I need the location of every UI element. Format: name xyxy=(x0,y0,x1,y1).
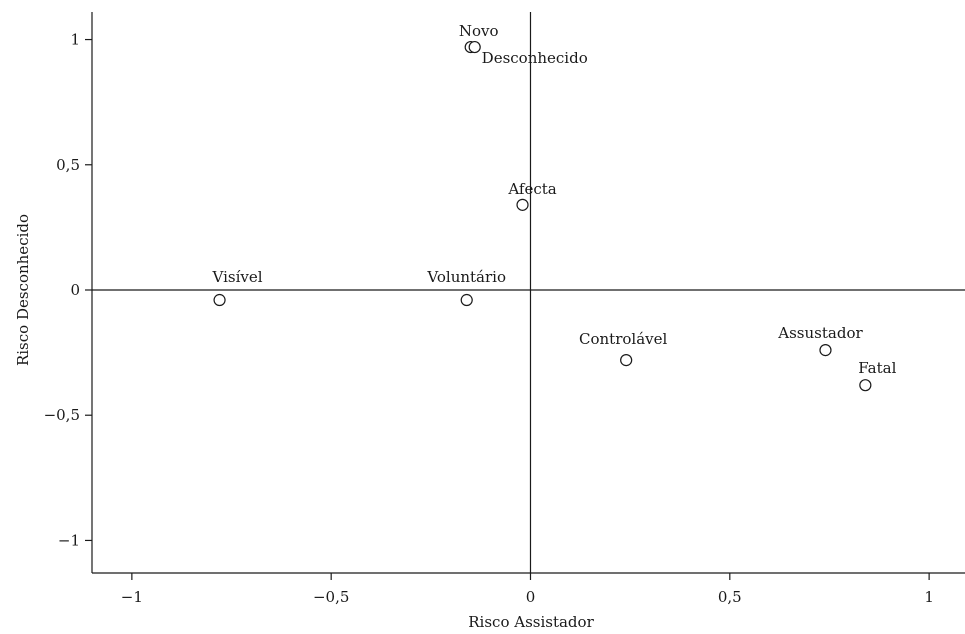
data-point-label: Assustador xyxy=(777,324,863,342)
data-point-label: Controlável xyxy=(579,330,667,348)
data-point-label: Afecta xyxy=(507,180,556,198)
y-tick-label: 1 xyxy=(70,31,80,49)
data-point-marker xyxy=(859,379,872,392)
data-point-label: Visível xyxy=(212,268,263,286)
axes xyxy=(91,12,965,574)
y-tick-label: 0 xyxy=(70,281,80,299)
data-point-label: Voluntário xyxy=(426,268,506,286)
point-labels: Novo Desconhecido Afecta Visível Voluntário C… xyxy=(212,22,897,377)
reference-lines xyxy=(92,12,965,573)
data-point-marker xyxy=(213,293,226,307)
y-tick-label: 0,5 xyxy=(56,156,80,174)
y-axis-title: Risco Desconhecido xyxy=(14,214,32,366)
x-tick-label: −1 xyxy=(121,588,143,606)
data-point-label: Fatal xyxy=(858,359,896,377)
x-tick-label: 0 xyxy=(526,588,536,606)
ticks: −1 −0,5 0 0,5 1 1 0,5 0 −0,5 −1 xyxy=(44,31,934,606)
data-point-marker xyxy=(468,40,481,54)
data-point-marker xyxy=(516,198,529,211)
data-point-marker xyxy=(620,354,633,367)
data-point-marker xyxy=(819,344,832,357)
data-point-marker xyxy=(460,293,473,307)
x-tick-label: 0,5 xyxy=(718,588,742,606)
data-point-label: Novo xyxy=(459,22,499,40)
y-tick-label: −1 xyxy=(58,531,80,549)
y-tick-label: −0,5 xyxy=(44,406,80,424)
data-points xyxy=(213,40,872,392)
x-tick-label: 1 xyxy=(924,588,934,606)
data-point-label: Desconhecido xyxy=(482,49,588,67)
x-tick-label: −0,5 xyxy=(313,588,349,606)
x-axis-title: Risco Assistador xyxy=(468,613,594,631)
